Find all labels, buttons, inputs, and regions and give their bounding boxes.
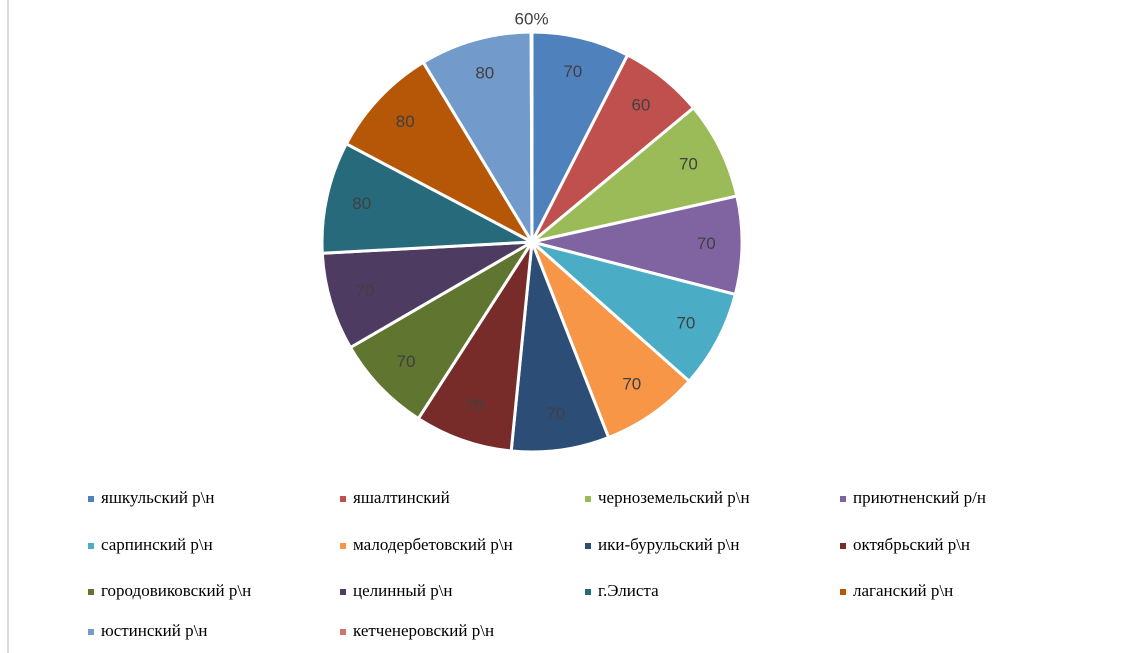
legend-marker: [585, 543, 591, 549]
legend-marker: [340, 496, 346, 502]
pie-slice: [348, 240, 534, 421]
pie-slice: [531, 194, 744, 297]
data-label: 80: [352, 194, 371, 213]
legend-marker: [88, 543, 94, 549]
legend-marker: [585, 589, 591, 595]
pie-slice: [416, 241, 534, 453]
legend-label: октябрьский р\н: [853, 535, 970, 554]
pie-slice: [421, 30, 534, 248]
pie-slice: [531, 105, 739, 244]
pie-slice: [320, 141, 538, 255]
legend-marker: [340, 629, 346, 635]
legend-label: малодербетовский р\н: [353, 535, 513, 554]
pie-slice: [529, 30, 534, 243]
legend-marker: [88, 496, 94, 502]
legend-label: яшкульский р\н: [101, 488, 215, 507]
data-label: 70: [697, 234, 716, 253]
legend-marker: [340, 543, 346, 549]
legend-marker: [840, 496, 846, 502]
pie-slice: [530, 30, 630, 243]
data-label: 60%: [515, 9, 549, 28]
legend-label: кетченеровский р\н: [353, 621, 494, 640]
legend-label: ики-бурульский р\н: [598, 535, 739, 554]
legend-label: городовиковский р\н: [101, 581, 251, 600]
pie-slice: [530, 240, 692, 440]
data-label: 70: [676, 313, 695, 332]
pie-slice: [509, 241, 611, 454]
legend-marker: [585, 496, 591, 502]
data-label: 70: [622, 374, 641, 393]
legend-label: приютненский р/н: [853, 488, 986, 507]
legend-label: яшалтинский: [353, 488, 450, 507]
legend-label: г.Элиста: [598, 581, 659, 600]
legend-label: лаганский р\н: [853, 581, 953, 600]
legend-marker: [840, 589, 846, 595]
legend-label: сарпинский р\н: [101, 535, 213, 554]
pie-slice: [320, 240, 533, 350]
legend-label: целинный р\н: [353, 581, 453, 600]
legend-marker: [88, 629, 94, 635]
data-label: 70: [679, 155, 698, 174]
legend-label: юстинский р\н: [101, 621, 207, 640]
data-label: 80: [396, 112, 415, 131]
data-label: 70: [465, 396, 484, 415]
legend-marker: [88, 589, 94, 595]
data-label: 70: [397, 352, 416, 371]
legend-marker: [340, 589, 346, 595]
data-label: 80: [475, 64, 494, 83]
pie-slice: [531, 240, 738, 384]
data-label: 60: [631, 95, 650, 114]
pie-slice: [344, 60, 537, 246]
data-label: 70: [546, 404, 565, 423]
legend-label: черноземельский р\н: [598, 488, 750, 507]
legend-marker: [840, 543, 846, 549]
data-label: 70: [563, 62, 582, 81]
data-label: 70: [356, 281, 375, 300]
